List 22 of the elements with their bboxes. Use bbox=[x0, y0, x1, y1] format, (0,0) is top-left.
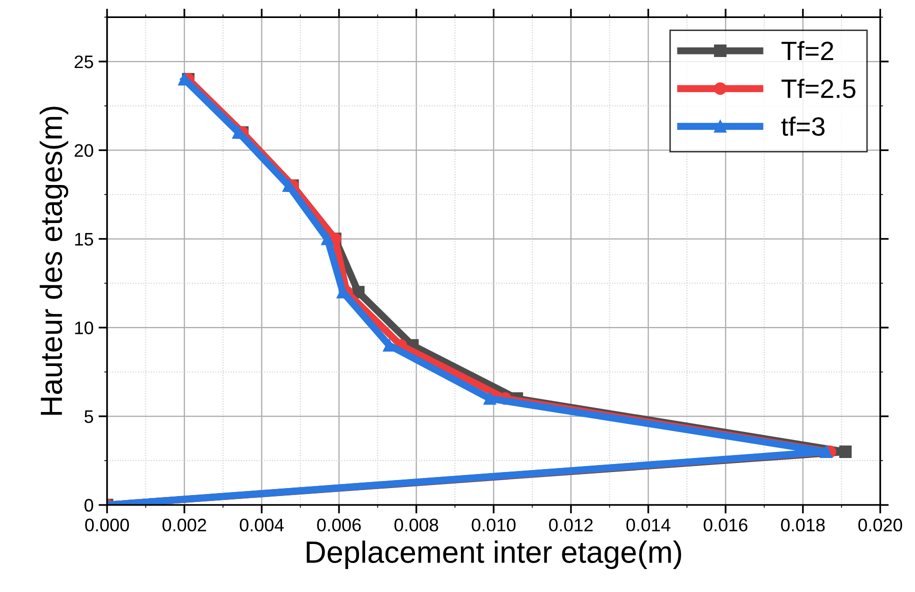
y-tick-label: 10 bbox=[75, 322, 94, 334]
legend-label: Tf=2 bbox=[782, 40, 834, 60]
x-tick-label: 0.004 bbox=[240, 518, 284, 532]
x-tick-label: 0.012 bbox=[549, 518, 593, 532]
x-tick-label: 0.008 bbox=[394, 518, 438, 532]
legend-label: Tf=2.5 bbox=[782, 78, 856, 98]
legend-label: tf=3 bbox=[781, 116, 825, 136]
x-tick-label: 0.020 bbox=[858, 518, 902, 532]
y-tick-label: 15 bbox=[75, 233, 94, 246]
x-tick-label: 0.016 bbox=[704, 518, 748, 532]
y-tick-label: 5 bbox=[84, 410, 94, 424]
x-tick-label: 0.002 bbox=[162, 518, 206, 532]
y-tick-label: 0 bbox=[84, 498, 94, 512]
x-tick-label: 0.000 bbox=[85, 518, 129, 532]
x-tick-label: 0.018 bbox=[781, 518, 825, 532]
x-axis-title: Deplacement inter etage(m) bbox=[306, 540, 682, 570]
y-tick-label: 25 bbox=[74, 55, 94, 68]
y-tick-label: 20 bbox=[74, 144, 94, 157]
x-tick-label: 0.014 bbox=[626, 518, 670, 532]
x-tick-label: 0.010 bbox=[472, 518, 516, 532]
x-tick-label: 0.006 bbox=[317, 518, 361, 532]
y-axis-title: Hauteur des etages(m) bbox=[40, 106, 68, 415]
